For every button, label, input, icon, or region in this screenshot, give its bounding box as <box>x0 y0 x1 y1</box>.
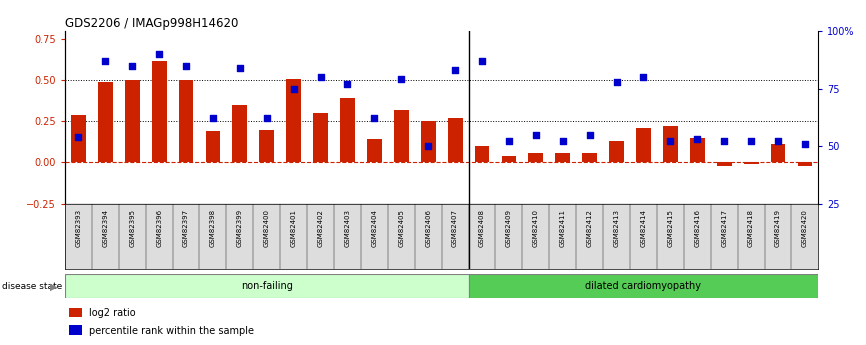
Bar <box>555 152 570 162</box>
Point <box>421 143 435 149</box>
Text: GSM82412: GSM82412 <box>586 209 592 247</box>
Text: GSM82395: GSM82395 <box>129 209 135 247</box>
Text: disease state: disease state <box>2 282 62 291</box>
Point <box>529 132 543 137</box>
Bar <box>367 139 382 162</box>
Bar <box>448 118 462 162</box>
Text: GSM82396: GSM82396 <box>156 209 162 247</box>
Text: GSM82404: GSM82404 <box>372 209 378 247</box>
Point <box>367 116 381 121</box>
Bar <box>125 80 139 162</box>
Point <box>610 79 624 85</box>
Bar <box>259 130 275 162</box>
Bar <box>71 115 86 162</box>
Point <box>663 139 677 144</box>
Text: GSM82416: GSM82416 <box>695 209 701 247</box>
Text: GSM82415: GSM82415 <box>668 209 674 247</box>
Text: GSM82399: GSM82399 <box>237 209 242 247</box>
Bar <box>152 61 166 162</box>
Point <box>798 141 811 147</box>
Text: GSM82409: GSM82409 <box>506 209 512 247</box>
Text: GSM82419: GSM82419 <box>775 209 781 247</box>
Point <box>233 65 247 71</box>
Bar <box>690 138 705 162</box>
Bar <box>178 80 193 162</box>
Point <box>72 134 86 140</box>
Point <box>449 67 462 73</box>
Text: GSM82408: GSM82408 <box>479 209 485 247</box>
Bar <box>340 98 355 162</box>
Bar <box>68 325 82 335</box>
Bar <box>232 105 248 162</box>
Point <box>744 139 758 144</box>
Point <box>556 139 570 144</box>
Text: GSM82410: GSM82410 <box>533 209 539 247</box>
Bar <box>469 274 818 298</box>
Bar <box>475 146 489 162</box>
Bar <box>98 82 113 162</box>
Text: GSM82402: GSM82402 <box>318 209 324 247</box>
Point <box>394 77 408 82</box>
Bar <box>68 308 82 317</box>
Text: GDS2206 / IMAGp998H14620: GDS2206 / IMAGp998H14620 <box>65 17 238 30</box>
Point <box>690 136 704 142</box>
Bar <box>313 113 328 162</box>
Bar <box>421 121 436 162</box>
Bar <box>744 162 759 164</box>
Bar <box>501 156 516 162</box>
Bar <box>287 79 301 162</box>
Text: GSM82417: GSM82417 <box>721 209 727 247</box>
Text: GSM82403: GSM82403 <box>345 209 351 247</box>
Text: GSM82413: GSM82413 <box>614 209 619 247</box>
Point <box>206 116 220 121</box>
Text: GSM82401: GSM82401 <box>291 209 297 247</box>
Text: GSM82398: GSM82398 <box>210 209 216 247</box>
Text: GSM82400: GSM82400 <box>264 209 269 247</box>
Text: GSM82407: GSM82407 <box>452 209 458 247</box>
Point <box>475 58 489 64</box>
Point <box>637 74 650 80</box>
Point <box>502 139 516 144</box>
Point <box>313 74 327 80</box>
Point <box>340 81 354 87</box>
Bar <box>394 110 409 162</box>
Point <box>717 139 731 144</box>
Point <box>583 132 597 137</box>
Text: ▶: ▶ <box>50 282 58 291</box>
Text: GSM82420: GSM82420 <box>802 209 808 247</box>
Point <box>771 139 785 144</box>
Text: GSM82411: GSM82411 <box>559 209 565 247</box>
Text: GSM82394: GSM82394 <box>102 209 108 247</box>
Point <box>260 116 274 121</box>
Text: GSM82406: GSM82406 <box>425 209 431 247</box>
Text: GSM82397: GSM82397 <box>183 209 189 247</box>
Point <box>179 63 193 68</box>
Bar <box>65 274 469 298</box>
Text: dilated cardiomyopathy: dilated cardiomyopathy <box>585 282 701 291</box>
Bar <box>798 162 812 166</box>
Text: percentile rank within the sample: percentile rank within the sample <box>89 326 254 335</box>
Text: GSM82405: GSM82405 <box>398 209 404 247</box>
Bar <box>609 141 624 162</box>
Text: GSM82393: GSM82393 <box>75 209 81 247</box>
Text: GSM82418: GSM82418 <box>748 209 754 247</box>
Bar <box>528 152 543 162</box>
Bar <box>582 152 597 162</box>
Text: non-failing: non-failing <box>241 282 293 291</box>
Text: log2 ratio: log2 ratio <box>89 308 136 318</box>
Bar <box>717 162 732 166</box>
Bar <box>771 145 785 162</box>
Point <box>126 63 139 68</box>
Point <box>99 58 113 64</box>
Text: GSM82414: GSM82414 <box>641 209 646 247</box>
Point <box>287 86 301 91</box>
Bar <box>205 131 220 162</box>
Bar <box>636 128 651 162</box>
Bar <box>663 126 678 162</box>
Point <box>152 51 166 57</box>
